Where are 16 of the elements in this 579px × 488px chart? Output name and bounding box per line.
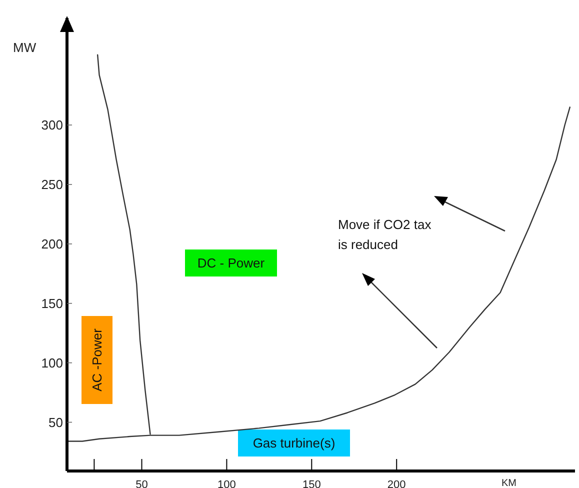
annotation: Move if CO2 tax is reduced xyxy=(338,217,432,252)
x-tick-label: 200 xyxy=(387,479,406,488)
annotation: DC - Power xyxy=(197,256,266,271)
annotation: AC -Power xyxy=(90,328,105,392)
y-tick-label: 50 xyxy=(48,414,63,430)
y-tick-label: 300 xyxy=(41,118,63,133)
x-axis-title: KM xyxy=(502,478,516,488)
x-tick-label: 100 xyxy=(218,479,236,488)
y-tick-label: 100 xyxy=(41,355,63,370)
x-tick-label: 150 xyxy=(302,479,321,488)
y-axis-title: MW xyxy=(13,40,37,55)
y-tick-label: 150 xyxy=(41,296,63,311)
y-tick-label: 200 xyxy=(41,236,63,252)
annotation: Gas turbine(s) xyxy=(252,436,336,451)
y-tick-label: 250 xyxy=(41,177,63,192)
x-tick-label: 50 xyxy=(136,479,148,488)
